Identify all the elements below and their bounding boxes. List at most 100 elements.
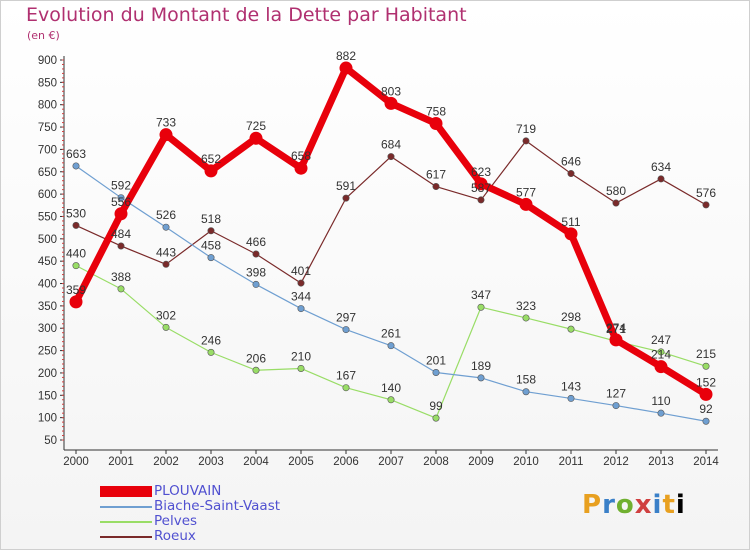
data-label: 719 [516, 122, 536, 136]
data-point [657, 409, 665, 417]
data-point [207, 254, 215, 262]
data-point [477, 303, 485, 311]
data-point [612, 199, 620, 207]
data-point [477, 374, 485, 382]
data-point [654, 360, 668, 374]
data-label: 758 [426, 104, 446, 118]
y-tick-label: 500 [38, 234, 57, 246]
y-tick-label: 150 [38, 390, 57, 402]
data-point [702, 362, 710, 370]
data-label: 663 [66, 147, 86, 161]
data-point [474, 177, 488, 191]
data-point [657, 348, 665, 356]
data-label: 592 [111, 179, 131, 193]
data-point [249, 131, 263, 145]
data-point [339, 61, 353, 75]
data-label: 274 [606, 321, 626, 335]
data-label: 210 [291, 349, 311, 363]
data-point [432, 414, 440, 422]
legend-swatch [100, 506, 152, 508]
data-point [567, 394, 575, 402]
data-label: 646 [561, 155, 581, 169]
data-label: 684 [381, 138, 401, 152]
legend-label: Biache-Saint-Vaast [154, 498, 281, 514]
data-point [522, 314, 530, 322]
data-label: 577 [516, 185, 536, 199]
data-label: 99 [429, 399, 443, 413]
data-label: 803 [381, 84, 401, 98]
data-point [297, 364, 305, 372]
chart-title: Evolution du Montant de la Dette par Hab… [26, 4, 467, 26]
data-point [519, 197, 533, 211]
data-label: 167 [336, 369, 356, 383]
data-point [477, 196, 485, 204]
data-label: 110 [651, 394, 670, 408]
x-tick-label: 2007 [378, 456, 404, 468]
y-tick-label: 800 [38, 100, 57, 112]
y-tick-label: 350 [38, 301, 57, 313]
y-tick-label: 850 [38, 77, 57, 89]
y-tick-label: 50 [44, 435, 57, 447]
data-point [432, 183, 440, 191]
x-tick-label: 2000 [63, 456, 89, 468]
data-point [204, 164, 218, 178]
data-label: 158 [516, 373, 536, 387]
data-point [69, 295, 83, 309]
data-label: 440 [66, 247, 86, 261]
data-point [384, 96, 398, 110]
data-point [342, 326, 350, 334]
data-label: 576 [696, 186, 716, 200]
data-point [252, 250, 260, 258]
data-point [162, 323, 170, 331]
data-label: 140 [381, 381, 401, 395]
x-tick-label: 2005 [288, 456, 314, 468]
x-tick-label: 2009 [468, 456, 494, 468]
data-point [567, 325, 575, 333]
legend-swatch [100, 536, 152, 538]
data-point [702, 417, 710, 425]
x-tick-label: 2013 [648, 456, 674, 468]
data-point [564, 227, 578, 241]
data-point [72, 221, 80, 229]
y-tick-label: 300 [38, 323, 57, 335]
data-point [522, 137, 530, 145]
data-label: 398 [246, 265, 266, 279]
data-point [252, 366, 260, 374]
data-point [117, 285, 125, 293]
data-label: 214 [651, 348, 671, 362]
data-label: 556 [111, 195, 131, 209]
x-tick-label: 2004 [243, 456, 269, 468]
y-tick-label: 450 [38, 256, 57, 268]
legend-label: Roeux [154, 528, 196, 544]
x-tick-label: 2001 [108, 456, 134, 468]
data-point [72, 162, 80, 170]
data-label: 458 [201, 239, 221, 253]
data-label: 725 [246, 119, 266, 133]
y-tick-label: 600 [38, 189, 57, 201]
data-label: 297 [336, 311, 356, 325]
data-label: 127 [606, 387, 626, 401]
data-point [612, 402, 620, 410]
data-point [159, 128, 173, 142]
data-label: 658 [291, 149, 311, 163]
chart-subtitle: (en €) [27, 29, 60, 42]
data-label: 401 [291, 264, 311, 278]
y-tick-label: 550 [38, 211, 57, 223]
x-tick-label: 2003 [198, 456, 224, 468]
legend-label: Pelves [154, 513, 198, 529]
y-tick-label: 200 [38, 368, 57, 380]
data-point [117, 194, 125, 202]
data-label: 587 [471, 181, 491, 195]
data-label: 271 [606, 322, 626, 336]
data-label: 634 [651, 160, 671, 174]
data-label: 484 [111, 227, 131, 241]
y-tick-label: 250 [38, 346, 57, 358]
data-point [207, 227, 215, 235]
data-point [342, 384, 350, 392]
y-tick-label: 400 [38, 279, 57, 291]
data-label: 388 [111, 270, 131, 284]
data-label: 466 [246, 235, 266, 249]
proxiti-logo: Proxiti [582, 490, 686, 520]
data-point [72, 262, 80, 270]
